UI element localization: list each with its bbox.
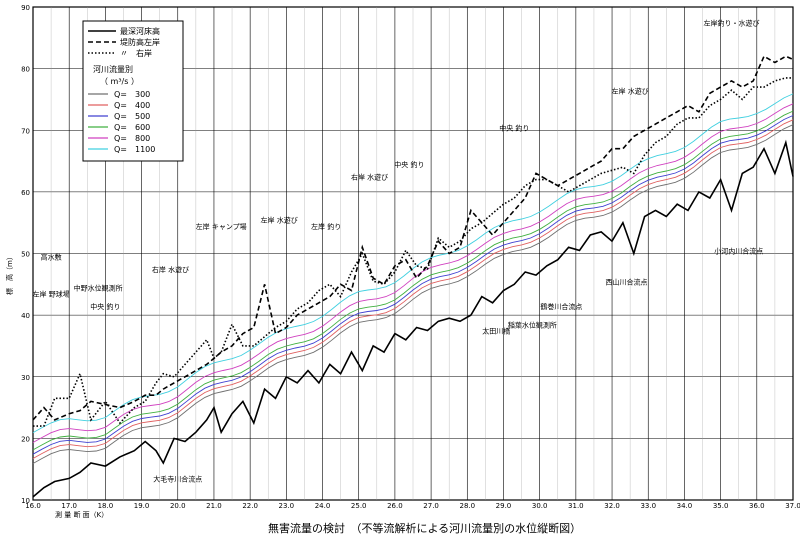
x-tick-label: 23.0 <box>279 502 295 510</box>
x-tick-label: 36.0 <box>749 502 765 510</box>
annotation-label: 中央 釣り <box>394 160 424 169</box>
legend-flow-label: Q= 500 <box>114 112 150 121</box>
y-tick-label: 10 <box>21 497 30 505</box>
legend: 最深河床高 堤防高左岸 〃 右岸 河川流量別 （ m³/s ） Q= 300Q=… <box>82 20 184 162</box>
annotation-label: 右岸 水遊び <box>152 265 189 274</box>
flow-series-lines <box>32 93 794 464</box>
legend-flow-label: Q= 1100 <box>114 145 155 154</box>
x-tick-label: 30.0 <box>532 502 548 510</box>
legend-flow-label: Q= 300 <box>114 90 150 99</box>
annotation-label: 小河内川合流点 <box>714 247 763 256</box>
y-axis-ticks: 10 20 30 40 50 60 70 80 90 <box>21 4 30 505</box>
flow-line <box>32 93 794 433</box>
x-tick-label: 28.0 <box>459 502 475 510</box>
y-tick-label: 60 <box>21 189 30 197</box>
x-tick-label: 32.0 <box>604 502 620 510</box>
x-tick-label: 29.0 <box>496 502 512 510</box>
y-axis-label: 標 高（m） <box>5 253 14 295</box>
x-tick-label: 17.0 <box>61 502 77 510</box>
legend-flow-label: Q= 600 <box>114 123 150 132</box>
x-tick-label: 26.0 <box>387 502 403 510</box>
annotation-label: 左岸 野球場 <box>32 290 69 299</box>
flow-line <box>32 103 794 443</box>
annotation-label: 右岸 水遊び <box>351 173 388 182</box>
annotation-label: 左岸 水遊び <box>612 86 649 95</box>
flow-line <box>32 119 794 459</box>
x-axis-label: 測 量 断 面（K） <box>55 510 108 519</box>
x-tick-label: 18.0 <box>98 502 114 510</box>
flow-line <box>32 115 794 455</box>
y-tick-label: 70 <box>21 127 30 135</box>
x-tick-label: 20.0 <box>170 502 186 510</box>
x-tick-label: 35.0 <box>713 502 729 510</box>
annotation-label: 稲葉水位観測所 <box>508 320 557 329</box>
y-tick-label: 80 <box>21 66 30 74</box>
y-tick-label: 40 <box>21 312 30 320</box>
x-tick-label: 37.0 <box>785 502 800 510</box>
legend-label-left-levee: 堤防高左岸 <box>120 37 160 47</box>
y-tick-label: 90 <box>21 4 30 12</box>
annotation-label: 高水敷 <box>41 253 62 262</box>
x-tick-label: 33.0 <box>640 502 656 510</box>
x-tick-label: 24.0 <box>315 502 331 510</box>
annotation-label: 左岸 釣り <box>311 222 341 231</box>
annotation-label: 太田川橋 <box>482 327 510 336</box>
x-tick-label: 16.0 <box>25 502 41 510</box>
bed-and-levee-lines <box>32 55 794 498</box>
x-tick-label: 34.0 <box>677 502 693 510</box>
y-tick-label: 30 <box>21 374 30 382</box>
x-tick-label: 27.0 <box>423 502 439 510</box>
annotation-label: 大毛寺川合流点 <box>153 475 202 484</box>
flow-line <box>32 124 794 464</box>
annotation-label: 中央 釣り <box>499 123 529 132</box>
chart-caption: 無害流量の検討 （不等流解析による河川流量別の水位縦断図） <box>268 521 581 535</box>
flow-line <box>32 110 794 451</box>
chart-grid <box>32 6 794 501</box>
right-levee-line <box>33 77 793 427</box>
x-tick-label: 25.0 <box>351 502 367 510</box>
annotation-label: 鶴巻川合流点 <box>540 302 582 311</box>
legend-flow-label: Q= 400 <box>114 101 150 110</box>
legend-label-right-levee: 〃 右岸 <box>120 48 152 58</box>
left-levee-line <box>32 55 794 421</box>
x-tick-label: 21.0 <box>206 502 222 510</box>
riverbed-line <box>32 139 794 498</box>
annotation-label: 左岸 水遊び <box>260 216 297 225</box>
x-axis-ticks: 16.0 17.0 18.0 19.0 20.0 21.0 22.0 23.0 24.0 25.0… <box>25 502 800 510</box>
annotation-label: 中野水位観測所 <box>74 283 123 292</box>
annotation-label: 左岸釣り・水遊び <box>703 18 759 27</box>
annotation-label: 中央 釣り <box>90 302 120 311</box>
annotation-label: 西山川合流点 <box>606 277 648 286</box>
legend-flow-unit: （ m³/s ） <box>100 77 139 86</box>
legend-label-riverbed: 最深河床高 <box>120 26 160 36</box>
x-tick-label: 22.0 <box>242 502 258 510</box>
y-tick-label: 50 <box>21 251 30 259</box>
y-tick-label: 20 <box>21 435 30 443</box>
legend-flow-label: Q= 800 <box>114 134 150 143</box>
annotation-label: 左岸 キャンプ場 <box>196 222 247 231</box>
legend-flow-entries: Q= 300 Q= 400 Q= 500 Q= 600 Q= 800 Q= 1100 <box>88 90 155 154</box>
legend-flow-title: 河川流量別 <box>93 64 133 74</box>
x-tick-label: 31.0 <box>568 502 584 510</box>
x-tick-label: 19.0 <box>134 502 150 510</box>
